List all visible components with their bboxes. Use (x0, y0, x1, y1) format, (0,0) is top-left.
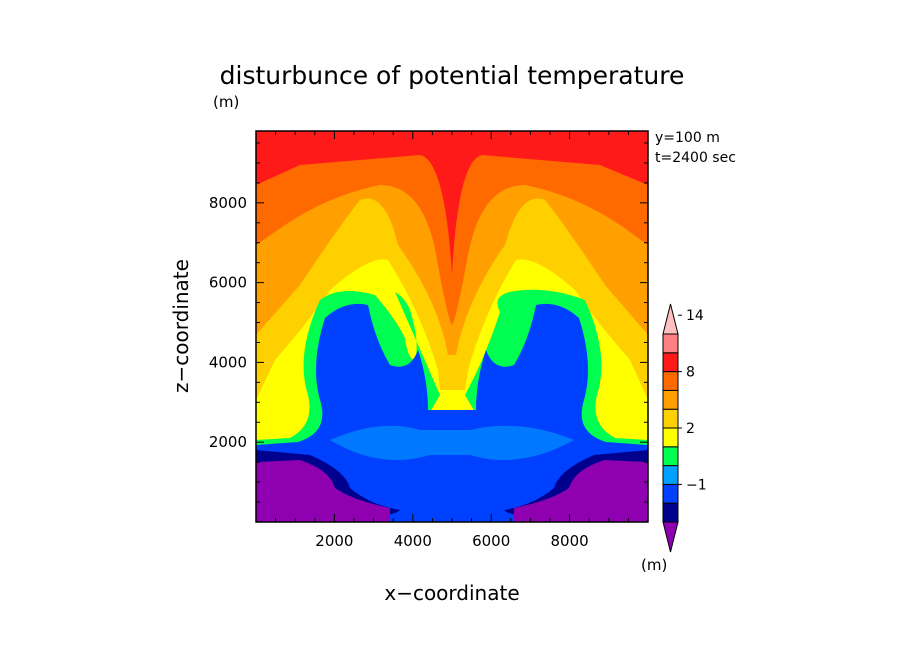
colorbar-segment (662, 352, 679, 373)
x-tick-label: 8000 (551, 532, 589, 550)
title-unit: (m) (213, 93, 239, 111)
x-tick-label: 2000 (315, 532, 353, 550)
colorbar-unit: (m) (641, 556, 667, 574)
y-axis-label: z−coordinate (169, 259, 193, 393)
colorbar-segment (662, 333, 679, 354)
level-base (256, 303, 648, 522)
x-tick-label: 6000 (472, 532, 510, 550)
colorbar-segment (662, 389, 679, 410)
colorbar-label: −1 (686, 477, 707, 493)
colorbar-high-arrow (662, 303, 679, 335)
colorbar-segment (662, 427, 679, 448)
x-tick-label: 4000 (394, 532, 432, 550)
info-t: t=2400 sec (655, 150, 736, 166)
colorbar-label: 8 (686, 365, 695, 381)
y-tick-label: 6000 (209, 274, 247, 292)
colorbar-low-arrow (662, 521, 679, 553)
y-tick-label: 2000 (209, 433, 247, 451)
colorbar-label: 2 (686, 421, 695, 437)
colorbar-segment (662, 465, 679, 485)
contour-field (256, 131, 648, 522)
info-y: y=100 m (655, 130, 720, 146)
y-axis: 2000 4000 6000 8000 (209, 142, 648, 503)
colorbar-segment (662, 502, 679, 523)
level-coldest (256, 460, 648, 522)
colorbar-segment (662, 408, 679, 429)
colorbar-label: 14 (686, 308, 704, 324)
colorbar-segment (662, 446, 679, 467)
x-axis: 2000 4000 6000 8000 (275, 131, 629, 550)
colorbar-segment (662, 483, 679, 504)
x-axis-label: x−coordinate (384, 581, 519, 605)
colorbar-segment (662, 371, 679, 391)
chart-title: disturbunce of potential temperature (220, 61, 685, 90)
colorbar: −1 2 8 14 (662, 303, 707, 553)
y-tick-label: 8000 (209, 194, 247, 212)
y-tick-label: 4000 (209, 353, 247, 371)
level-deep-base (330, 425, 574, 460)
